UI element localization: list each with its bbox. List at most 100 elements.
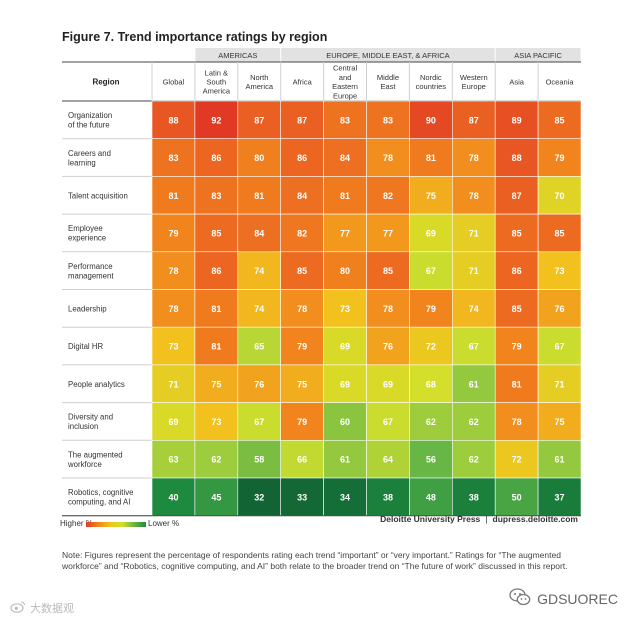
cell-value: 85 bbox=[512, 228, 522, 238]
cell-value: 81 bbox=[254, 191, 264, 201]
cell-value: 40 bbox=[168, 492, 178, 502]
heatmap-cell bbox=[323, 100, 367, 140]
cell-value: 75 bbox=[426, 191, 436, 201]
heatmap-cell bbox=[237, 213, 282, 253]
cell-value: 34 bbox=[340, 492, 350, 502]
row-label-4: Performance management bbox=[68, 262, 114, 281]
group-header-3: ASIA PACIFIC bbox=[514, 51, 562, 60]
heatmap-cell bbox=[323, 138, 367, 177]
cell-value: 37 bbox=[555, 492, 565, 502]
heatmap-chart: AMERICAS EUROPE, MIDDLE EAST, & AFRICA ASI… bbox=[62, 48, 582, 517]
cell-value: 62 bbox=[426, 417, 436, 427]
heatmap-cell bbox=[323, 289, 367, 328]
cell-value: 77 bbox=[383, 228, 393, 238]
cell-value: 83 bbox=[383, 115, 393, 125]
cell-value: 67 bbox=[383, 417, 393, 427]
heatmap-cell bbox=[194, 100, 239, 140]
watermark-right: GDSUOREC bbox=[509, 588, 618, 609]
heatmap-cell bbox=[494, 439, 539, 479]
heatmap-cell bbox=[451, 402, 496, 441]
cell-value: 78 bbox=[383, 304, 393, 314]
cell-value: 67 bbox=[555, 342, 565, 352]
heatmap-cell bbox=[366, 251, 410, 290]
cell-value: 79 bbox=[297, 342, 307, 352]
heatmap-cell bbox=[280, 100, 324, 140]
cell-value: 71 bbox=[555, 379, 565, 389]
heatmap-cell bbox=[151, 289, 196, 328]
heatmap-cell bbox=[366, 176, 410, 215]
cell-value: 78 bbox=[512, 417, 522, 427]
cell-value: 62 bbox=[211, 455, 221, 465]
cell-value: 60 bbox=[340, 417, 350, 427]
cell-value: 68 bbox=[426, 379, 436, 389]
row-label-8: Diversity and inclusion bbox=[68, 413, 113, 432]
row-label-7: People analytics bbox=[68, 380, 125, 389]
heatmap-cell bbox=[237, 326, 282, 366]
weibo-icon bbox=[10, 600, 26, 616]
cell-value: 86 bbox=[211, 153, 221, 163]
cell-value: 73 bbox=[555, 266, 565, 276]
heatmap-cell bbox=[151, 439, 196, 479]
cell-value: 86 bbox=[512, 266, 522, 276]
cell-value: 67 bbox=[426, 266, 436, 276]
cell-value: 61 bbox=[340, 455, 350, 465]
heatmap-cell bbox=[409, 326, 453, 366]
column-header-1: Latin & South America bbox=[203, 68, 231, 95]
cell-value: 48 bbox=[426, 492, 436, 502]
cell-value: 86 bbox=[297, 153, 307, 163]
cell-value: 80 bbox=[340, 266, 350, 276]
column-header-2: North America bbox=[245, 73, 273, 91]
cell-value: 74 bbox=[254, 266, 264, 276]
cell-value: 87 bbox=[297, 115, 307, 125]
heatmap-cell bbox=[537, 100, 582, 140]
cell-value: 58 bbox=[254, 455, 264, 465]
legend-high-label: Higher % bbox=[60, 519, 93, 528]
cell-value: 69 bbox=[340, 342, 350, 352]
cell-value: 67 bbox=[469, 342, 479, 352]
heatmap-cell bbox=[194, 364, 239, 403]
cell-value: 85 bbox=[383, 266, 393, 276]
column-header-5: Middle East bbox=[377, 73, 399, 91]
heatmap-cell bbox=[451, 477, 496, 517]
cell-value: 84 bbox=[340, 153, 350, 163]
cell-value: 78 bbox=[168, 304, 178, 314]
heatmap-cell bbox=[409, 289, 453, 328]
cell-value: 79 bbox=[168, 228, 178, 238]
heatmap-cell bbox=[237, 251, 282, 290]
footnote: Note: Figures represent the percentage o… bbox=[62, 550, 568, 571]
wechat-icon bbox=[509, 588, 531, 609]
cell-value: 71 bbox=[469, 266, 479, 276]
heatmap-cell bbox=[537, 138, 582, 177]
heatmap-cell bbox=[409, 364, 453, 403]
heatmap-cell bbox=[237, 477, 282, 517]
credit-url[interactable]: dupress.deloitte.com bbox=[492, 514, 579, 524]
heatmap-cell bbox=[323, 439, 367, 479]
row-label-9: The augmented workforce bbox=[67, 450, 123, 469]
cell-value: 62 bbox=[469, 455, 479, 465]
heatmap-cell bbox=[280, 477, 324, 517]
cell-value: 78 bbox=[168, 266, 178, 276]
legend-low-label: Lower % bbox=[148, 519, 180, 528]
cell-value: 83 bbox=[211, 191, 221, 201]
heatmap-cell bbox=[237, 402, 282, 441]
cell-value: 85 bbox=[555, 115, 565, 125]
cell-value: 75 bbox=[297, 379, 307, 389]
heatmap-cell bbox=[280, 326, 324, 366]
cell-value: 78 bbox=[383, 153, 393, 163]
cell-value: 87 bbox=[469, 115, 479, 125]
cell-value: 76 bbox=[254, 379, 264, 389]
heatmap-cell bbox=[194, 213, 239, 253]
group-header-1: AMERICAS bbox=[218, 51, 257, 60]
cell-value: 79 bbox=[426, 304, 436, 314]
column-header-3: Africa bbox=[293, 78, 313, 87]
cell-value: 81 bbox=[512, 379, 522, 389]
cell-value: 86 bbox=[211, 266, 221, 276]
cell-value: 78 bbox=[469, 153, 479, 163]
cell-value: 75 bbox=[555, 417, 565, 427]
heatmap-cell bbox=[537, 364, 582, 403]
heatmap-cell bbox=[409, 439, 453, 479]
cell-value: 85 bbox=[512, 304, 522, 314]
heatmap-cell bbox=[494, 251, 539, 290]
heatmap-cell bbox=[537, 289, 582, 328]
row-label-10: Robotics, cognitive computing, and AI bbox=[68, 488, 133, 507]
